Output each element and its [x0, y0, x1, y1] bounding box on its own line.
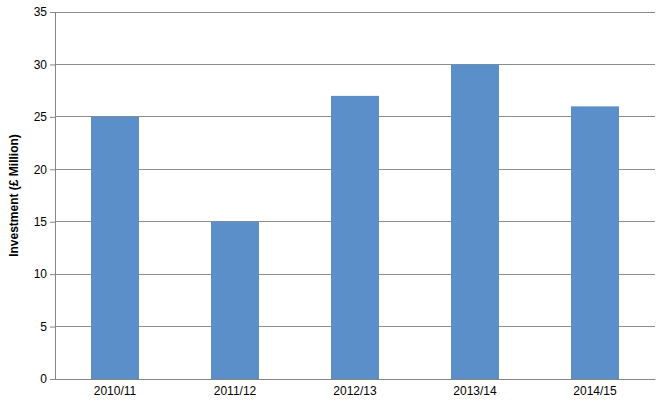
y-tick: 20 — [34, 163, 55, 177]
x-tick: 2013/14 — [453, 384, 497, 398]
y-tick-label: 15 — [34, 215, 48, 229]
grid-line — [55, 64, 655, 65]
y-tick: 35 — [34, 5, 55, 19]
y-tick: 10 — [34, 267, 55, 281]
y-tick-label: 20 — [34, 163, 48, 177]
y-tick: 30 — [34, 58, 55, 72]
y-tick-label: 25 — [34, 110, 48, 124]
y-tick-mark — [50, 12, 55, 13]
y-tick-mark — [50, 222, 55, 223]
bars — [91, 64, 619, 379]
x-tick-label: 2012/13 — [333, 384, 377, 398]
bar — [451, 64, 499, 379]
y-tick-mark — [50, 274, 55, 275]
plot-area: 0 5 10 15 20 25 30 35 2010/11 2011/12 2012/13 2013/… — [34, 5, 656, 397]
y-tick: 25 — [34, 110, 55, 124]
x-tick: 2011/12 — [214, 384, 257, 398]
y-tick: 0 — [40, 372, 55, 386]
y-tick-label: 10 — [34, 267, 48, 281]
y-tick-mark — [50, 379, 55, 380]
x-axis: 2010/11 2011/12 2012/13 2013/14 2014/15 — [56, 380, 656, 398]
x-tick-label: 2014/15 — [573, 384, 617, 398]
bar — [571, 106, 619, 379]
y-tick-label: 30 — [34, 58, 48, 72]
y-tick-label: 5 — [40, 320, 47, 334]
y-axis: 0 5 10 15 20 25 30 35 — [34, 5, 56, 386]
x-tick: 2010/11 — [94, 384, 137, 398]
y-axis-line — [50, 13, 56, 380]
y-axis-title: Investment (£ Million) — [7, 134, 21, 257]
bar — [91, 117, 139, 379]
x-tick-label: 2011/12 — [214, 384, 257, 398]
x-tick: 2012/13 — [333, 384, 377, 398]
y-tick-label: 35 — [34, 5, 48, 19]
x-tick-label: 2013/14 — [453, 384, 497, 398]
x-tick: 2014/15 — [573, 384, 617, 398]
x-axis-line — [56, 379, 656, 380]
bar — [211, 222, 259, 379]
y-tick: 5 — [40, 320, 55, 334]
bar — [331, 96, 379, 379]
grid — [55, 12, 655, 379]
y-tick-label: 0 — [40, 372, 47, 386]
y-tick: 15 — [34, 215, 55, 229]
y-tick-mark — [50, 169, 55, 170]
grid-line — [55, 12, 655, 13]
x-tick-label: 2010/11 — [94, 384, 137, 398]
y-tick-mark — [50, 117, 55, 118]
chart: 0 5 10 15 20 25 30 35 2010/11 2011/12 2012/13 2013/… — [0, 0, 665, 411]
y-tick-mark — [50, 327, 55, 328]
y-tick-mark — [50, 64, 55, 65]
